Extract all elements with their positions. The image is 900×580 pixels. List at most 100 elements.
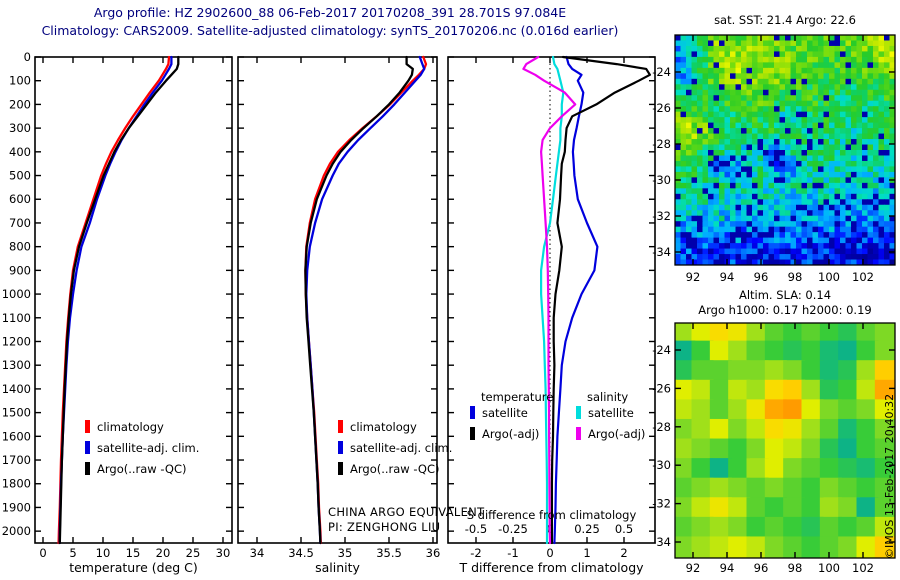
salinity-axis-label: salinity (315, 560, 360, 575)
svg-text:98: 98 (788, 561, 803, 575)
svg-text:92: 92 (686, 561, 701, 575)
svg-text:0: 0 (39, 546, 46, 560)
temp-legend-item: climatology (85, 419, 199, 434)
s-difference-axis-label: S difference from climatology (466, 508, 637, 522)
t-difference-legend: temperature satellite Argo(-adj) (470, 390, 553, 441)
sal-legend-label: Argo(..raw -QC) (350, 461, 440, 476)
svg-text:300: 300 (9, 121, 31, 135)
svg-text:0.25: 0.25 (574, 522, 600, 536)
svg-text:2: 2 (620, 546, 627, 560)
svg-text:0.5: 0.5 (615, 522, 633, 536)
diff-s-legend-item: satellite (576, 405, 645, 420)
svg-text:34: 34 (250, 546, 265, 560)
svg-text:-34: -34 (652, 535, 671, 549)
salinity-panel: 34 34.5 35 35.5 36 (237, 55, 441, 560)
diff-s-legend-marker-icon (576, 427, 581, 440)
svg-text:100: 100 (9, 74, 31, 88)
temp-legend-label: satellite-adj. clim. (97, 440, 200, 455)
salinity-legend: climatology satellite-adj. clim. Argo(..ra… (338, 419, 452, 476)
temp-legend-label: climatology (97, 419, 164, 434)
svg-text:1700: 1700 (2, 453, 31, 467)
svg-text:-30: -30 (652, 458, 671, 472)
svg-text:-2: -2 (470, 546, 481, 560)
diff-s-legend-header: salinity (587, 390, 629, 404)
svg-text:35.5: 35.5 (376, 546, 402, 560)
t-difference-axis-label: T difference from climatology (459, 560, 644, 575)
svg-text:900: 900 (9, 263, 31, 277)
svg-text:-26: -26 (652, 381, 671, 395)
svg-text:1600: 1600 (2, 429, 31, 443)
credit-line2: PI: ZENGHONG LIU (328, 520, 441, 534)
svg-text:-28: -28 (652, 420, 671, 434)
difference-panel: -2 -1 0 1 2-0.5 -0.25 0 0.25 0.5 (447, 55, 656, 560)
svg-text:-26: -26 (652, 101, 671, 115)
svg-text:98: 98 (788, 270, 803, 284)
svg-text:94: 94 (720, 561, 735, 575)
svg-text:500: 500 (9, 169, 31, 183)
svg-text:-30: -30 (652, 173, 671, 187)
svg-text:1500: 1500 (2, 406, 31, 420)
temp-legend-item: satellite-adj. clim. (85, 440, 199, 455)
svg-text:-28: -28 (652, 137, 671, 151)
sal-legend-item: Argo(..raw -QC) (338, 461, 452, 476)
svg-text:92: 92 (686, 270, 701, 284)
svg-text:0: 0 (24, 50, 31, 64)
sal-legend-item: climatology (338, 419, 452, 434)
svg-text:94: 94 (720, 270, 735, 284)
s-difference-legend: salinity satellite Argo(-adj) (576, 390, 645, 441)
svg-text:30: 30 (216, 546, 231, 560)
svg-text:1800: 1800 (2, 477, 31, 491)
page-title-line1: Argo profile: HZ 2902600_88 06-Feb-2017 … (93, 5, 567, 20)
svg-text:34.5: 34.5 (288, 546, 314, 560)
svg-text:1: 1 (583, 546, 590, 560)
sal-legend-marker-icon (338, 441, 343, 454)
diff-t-legend-marker-icon (470, 406, 475, 419)
credit-line1: CHINA ARGO EQUIVALENT (328, 505, 485, 519)
temp-legend-marker-icon (85, 441, 90, 454)
svg-text:-24: -24 (652, 65, 671, 79)
svg-text:100: 100 (818, 561, 840, 575)
svg-text:-34: -34 (652, 245, 671, 259)
svg-text:96: 96 (754, 270, 769, 284)
svg-text:1100: 1100 (2, 311, 31, 325)
svg-text:-0.5: -0.5 (465, 522, 487, 536)
diff-t-legend-label: Argo(-adj) (482, 426, 540, 441)
diff-t-legend-item: Argo(-adj) (470, 426, 553, 441)
temp-legend-marker-icon (85, 462, 90, 475)
svg-text:5: 5 (69, 546, 76, 560)
svg-text:1200: 1200 (2, 334, 31, 348)
svg-text:-32: -32 (652, 209, 671, 223)
svg-text:-1: -1 (507, 546, 518, 560)
svg-text:35: 35 (338, 546, 353, 560)
svg-text:36: 36 (426, 546, 441, 560)
svg-text:10: 10 (96, 546, 111, 560)
svg-text:600: 600 (9, 192, 31, 206)
diff-t-legend-label: satellite (482, 405, 528, 420)
svg-text:1300: 1300 (2, 358, 31, 372)
page-title-line2: Climatology: CARS2009. Satellite-adjuste… (41, 23, 619, 38)
svg-text:2000: 2000 (2, 524, 31, 538)
svg-text:-24: -24 (652, 343, 671, 357)
sal-legend-label: satellite-adj. clim. (350, 440, 453, 455)
sla-map-title-line1: Altim. SLA: 0.14 (738, 288, 832, 302)
diff-s-legend-label: satellite (588, 405, 634, 420)
sal-legend-marker-icon (338, 462, 343, 475)
svg-text:0: 0 (546, 546, 553, 560)
svg-text:-32: -32 (652, 497, 671, 511)
diff-t-legend-header: temperature (481, 390, 554, 404)
diff-s-legend-item: Argo(-adj) (576, 426, 645, 441)
svg-text:25: 25 (186, 546, 201, 560)
sst-map: 92 94 96 98 100 102 -24 -26 -28 -30 -32 -34 (652, 34, 896, 284)
sal-legend-label: climatology (350, 419, 417, 434)
sal-legend-marker-icon (338, 420, 343, 433)
sst-map-title: sat. SST: 21.4 Argo: 22.6 (714, 13, 856, 27)
diff-s-legend-marker-icon (576, 406, 581, 419)
temperature-axis-label: temperature (deg C) (69, 560, 198, 575)
svg-text:1000: 1000 (2, 287, 31, 301)
svg-text:15: 15 (126, 546, 141, 560)
svg-text:700: 700 (9, 216, 31, 230)
svg-text:400: 400 (9, 145, 31, 159)
svg-text:1900: 1900 (2, 500, 31, 514)
